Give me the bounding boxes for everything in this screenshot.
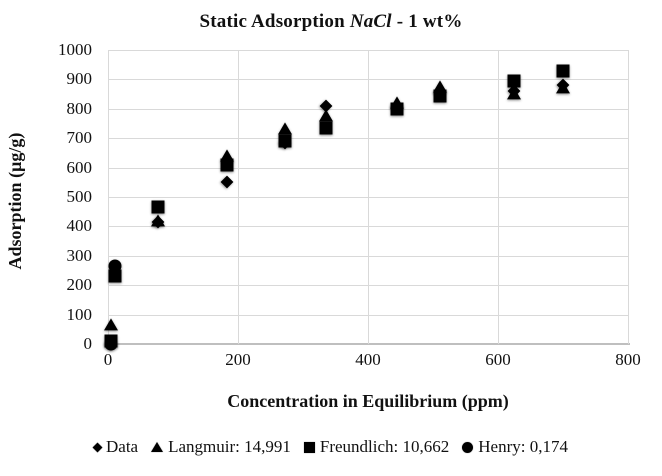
x-tick-label: 400 <box>355 350 381 369</box>
legend-label-freundlich: Freundlich: 10,662 <box>319 437 450 456</box>
triangle-marker-icon <box>151 442 164 452</box>
gridline-vertical <box>498 50 499 344</box>
legend-item-freundlich: Freundlich: 10,662 <box>303 437 450 457</box>
data-point-square <box>390 102 404 116</box>
legend-label-langmuir: Langmuir: 14,991 <box>168 437 291 456</box>
legend-item-langmuir: Langmuir: 14,991 <box>151 437 291 457</box>
data-point-square <box>151 200 165 214</box>
data-point-triangle <box>318 109 333 122</box>
gridline-vertical <box>238 50 239 344</box>
chart-title-italic: NaCl <box>349 11 392 32</box>
legend-label-data: Data <box>106 437 139 456</box>
y-tick-label: 500 <box>66 187 93 206</box>
y-tick-label: 900 <box>66 69 93 89</box>
data-point-square <box>108 269 121 283</box>
data-point-diamond <box>220 175 234 189</box>
y-tick-label: 100 <box>66 304 93 324</box>
data-point-square <box>507 74 521 88</box>
x-tick-label: 600 <box>485 350 511 369</box>
legend-item-henry: Henry: 0,174 <box>462 437 568 457</box>
y-tick-label: 1000 <box>58 40 92 59</box>
y-tick-label: 700 <box>66 128 93 148</box>
x-tick-label: 800 <box>615 350 641 369</box>
legend-item-data: Data <box>92 437 139 457</box>
y-tick-label: 200 <box>66 275 93 295</box>
x-tick-label: 200 <box>225 350 251 369</box>
data-point-square <box>433 89 446 103</box>
y-tick-label: 600 <box>66 157 93 177</box>
y-tick-label: 800 <box>66 98 93 118</box>
x-axis-line <box>106 343 630 345</box>
data-point-square <box>278 134 292 148</box>
legend: Data Langmuir: 14,991 Freundlich: 10,662… <box>0 437 662 457</box>
chart-title-prefix: Static Adsorption <box>199 11 350 32</box>
data-point-triangle <box>151 213 166 226</box>
data-point-triangle <box>103 318 118 331</box>
y-tick-label: 0 <box>83 334 93 353</box>
gridline-vertical <box>628 50 629 344</box>
gridline-vertical <box>368 50 369 344</box>
x-tick-label: 0 <box>103 350 113 369</box>
data-point-triangle <box>278 122 293 135</box>
data-point-circle <box>108 259 121 273</box>
data-point-circle <box>104 337 118 351</box>
data-point-square <box>556 64 570 78</box>
data-point-triangle <box>556 81 570 94</box>
data-point-triangle <box>507 87 522 100</box>
x-axis-title: Concentration in Equilibrium (ppm) <box>227 391 509 411</box>
chart-title: Static Adsorption NaCl - 1 wt% <box>0 11 662 33</box>
circle-marker-icon <box>462 441 474 453</box>
y-tick-label: 400 <box>66 216 93 236</box>
chart-title-suffix: - 1 wt% <box>391 11 463 32</box>
plot-area <box>103 50 630 351</box>
square-marker-icon <box>303 441 315 453</box>
data-point-square <box>220 158 234 172</box>
y-axis-title: Adsorption (µg/g) <box>5 132 25 270</box>
legend-label-henry: Henry: 0,174 <box>478 437 568 456</box>
data-point-square <box>319 121 333 135</box>
gridline-vertical <box>108 50 109 344</box>
diamond-marker-icon <box>92 442 103 452</box>
y-tick-label: 300 <box>66 245 93 265</box>
